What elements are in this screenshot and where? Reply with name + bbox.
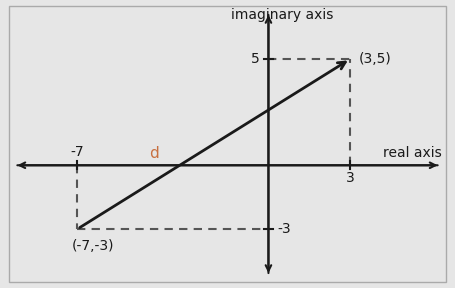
- Text: d: d: [149, 146, 159, 161]
- Text: -7: -7: [71, 145, 84, 159]
- Text: 5: 5: [251, 52, 259, 66]
- Text: (-7,-3): (-7,-3): [72, 239, 114, 253]
- Text: -3: -3: [278, 222, 291, 236]
- Text: 3: 3: [346, 171, 355, 185]
- Text: real axis: real axis: [383, 146, 442, 160]
- Text: imaginary axis: imaginary axis: [231, 8, 333, 22]
- Text: (3,5): (3,5): [359, 52, 391, 66]
